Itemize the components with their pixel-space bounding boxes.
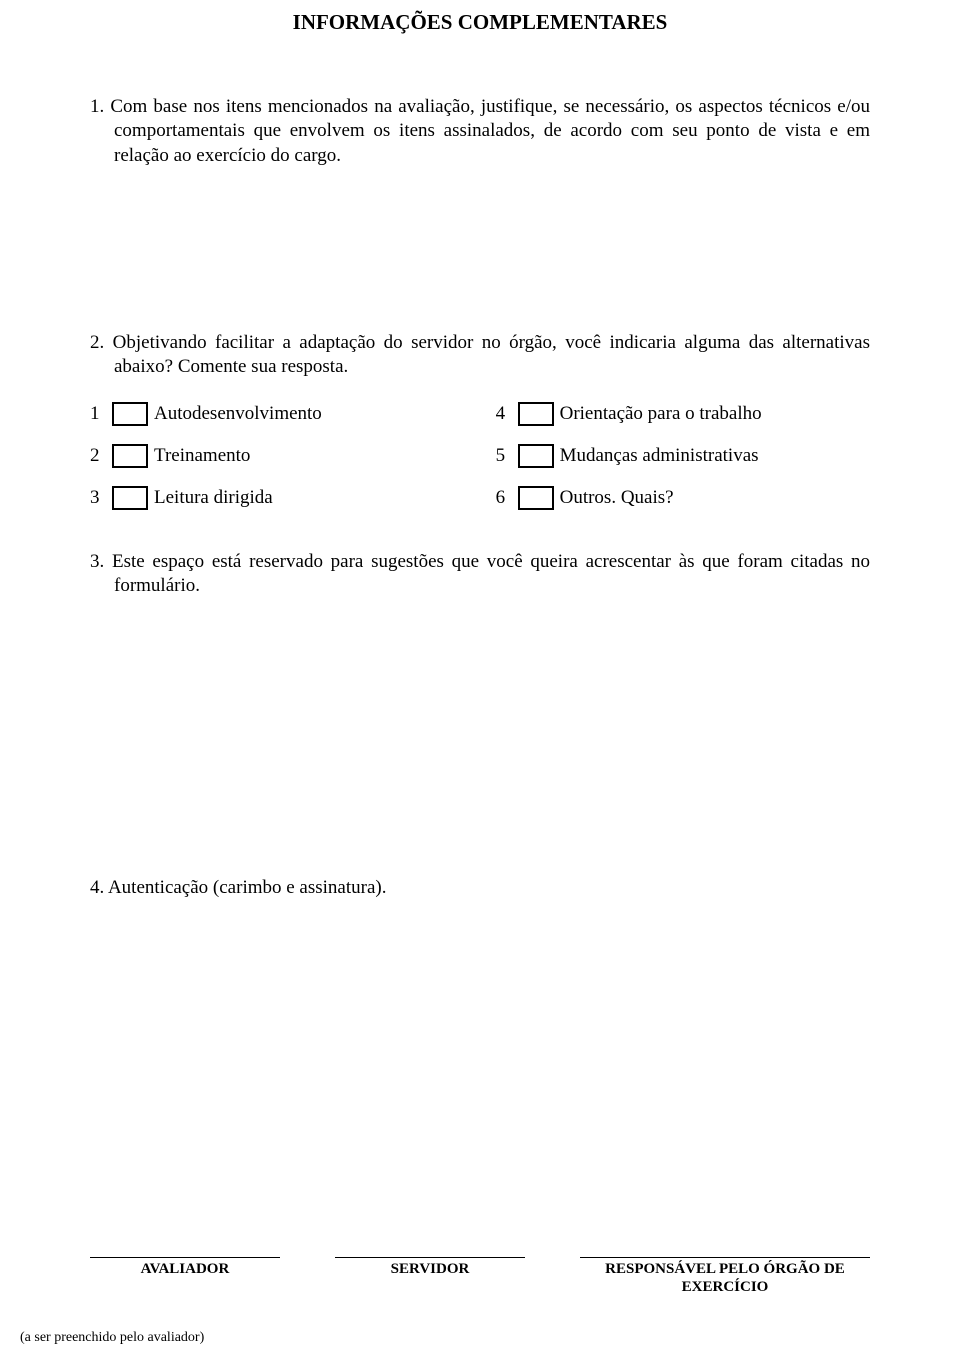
option-2: 2 Treinamento bbox=[90, 444, 496, 468]
option-4-checkbox[interactable] bbox=[518, 402, 554, 426]
option-2-checkbox[interactable] bbox=[112, 444, 148, 468]
option-5: 5 Mudanças administrativas bbox=[496, 444, 870, 468]
option-2-number: 2 bbox=[90, 445, 110, 467]
signature-label-1: AVALIADOR bbox=[90, 1260, 280, 1278]
section-1-text: 1. Com base nos itens mencionados na ava… bbox=[90, 95, 870, 168]
auth-space bbox=[90, 919, 870, 1079]
option-4-label: Orientação para o trabalho bbox=[560, 403, 762, 425]
section-3-text: 3. Este espaço está reservado para suges… bbox=[90, 550, 870, 599]
option-1-checkbox[interactable] bbox=[112, 402, 148, 426]
footer-note: (a ser preenchido pelo avaliador) bbox=[20, 1330, 204, 1346]
option-3-checkbox[interactable] bbox=[112, 486, 148, 510]
option-1: 1 Autodesenvolvimento bbox=[90, 402, 496, 426]
option-5-checkbox[interactable] bbox=[518, 444, 554, 468]
option-4-number: 4 bbox=[496, 403, 516, 425]
section-4-text: 4. Autenticação (carimbo e assinatura). bbox=[90, 876, 870, 900]
signature-line-1 bbox=[90, 1257, 280, 1258]
options-row-1: 1 Autodesenvolvimento 4 Orientação para … bbox=[90, 402, 870, 426]
option-6-number: 6 bbox=[496, 487, 516, 509]
signature-responsavel: RESPONSÁVEL PELO ÓRGÃO DE EXERCÍCIO bbox=[580, 1257, 870, 1296]
signature-line-3 bbox=[580, 1257, 870, 1258]
options-row-2: 2 Treinamento 5 Mudanças administrativas bbox=[90, 444, 870, 468]
option-4: 4 Orientação para o trabalho bbox=[496, 402, 870, 426]
signature-avaliador: AVALIADOR bbox=[90, 1257, 280, 1296]
signature-label-3b: EXERCÍCIO bbox=[580, 1278, 870, 1296]
options-block: 1 Autodesenvolvimento 4 Orientação para … bbox=[90, 402, 870, 510]
option-6-checkbox[interactable] bbox=[518, 486, 554, 510]
option-3-label: Leitura dirigida bbox=[154, 487, 273, 509]
option-1-number: 1 bbox=[90, 403, 110, 425]
option-6: 6 Outros. Quais? bbox=[496, 486, 870, 510]
signature-servidor: SERVIDOR bbox=[335, 1257, 525, 1296]
response-space-3 bbox=[90, 616, 870, 876]
response-space-1 bbox=[90, 186, 870, 331]
option-5-label: Mudanças administrativas bbox=[560, 445, 759, 467]
signature-line-2 bbox=[335, 1257, 525, 1258]
option-1-label: Autodesenvolvimento bbox=[154, 403, 322, 425]
signature-label-3a: RESPONSÁVEL PELO ÓRGÃO DE bbox=[580, 1260, 870, 1278]
option-5-number: 5 bbox=[496, 445, 516, 467]
signature-label-2: SERVIDOR bbox=[335, 1260, 525, 1278]
option-6-label: Outros. Quais? bbox=[560, 487, 674, 509]
options-row-3: 3 Leitura dirigida 6 Outros. Quais? bbox=[90, 486, 870, 510]
section-2-text: 2. Objetivando facilitar a adaptação do … bbox=[90, 331, 870, 380]
option-3-number: 3 bbox=[90, 487, 110, 509]
option-3: 3 Leitura dirigida bbox=[90, 486, 496, 510]
page-title: INFORMAÇÕES COMPLEMENTARES bbox=[90, 10, 870, 35]
signature-block: AVALIADOR SERVIDOR RESPONSÁVEL PELO ÓRGÃ… bbox=[90, 1257, 870, 1296]
option-2-label: Treinamento bbox=[154, 445, 250, 467]
